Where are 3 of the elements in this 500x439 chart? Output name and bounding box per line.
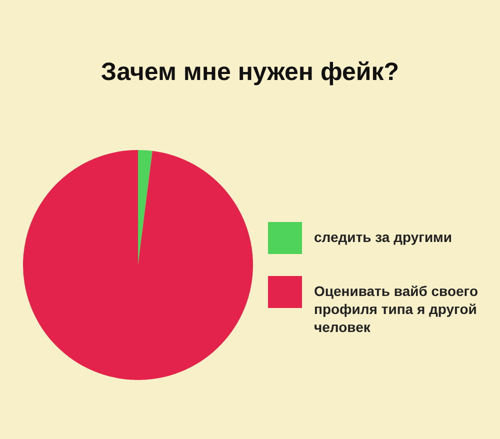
chart-title: Зачем мне нужен фейк? xyxy=(100,58,400,87)
legend-label: следить за другими xyxy=(314,228,452,246)
legend-label: Оценивать вайб своего профиля типа я другой человек xyxy=(314,282,480,336)
